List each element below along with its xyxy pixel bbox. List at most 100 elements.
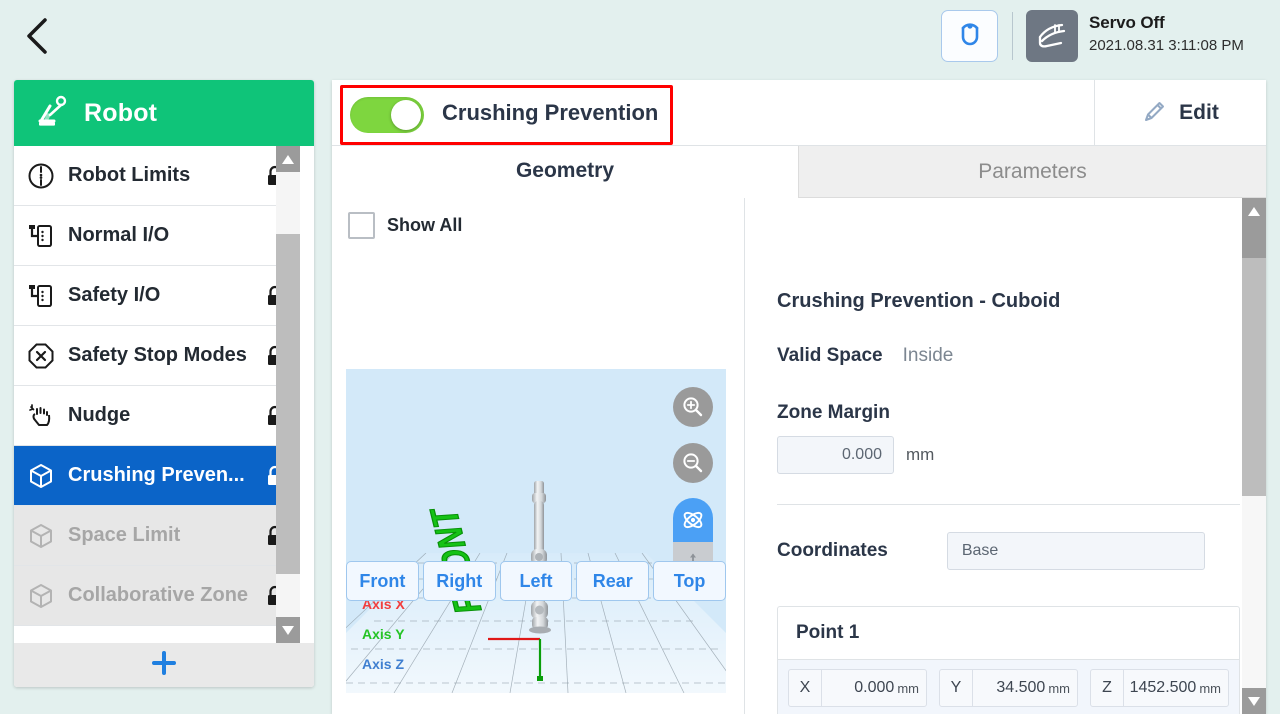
sidebar-item-label: Collaborative Zone <box>68 584 249 606</box>
coord-unit: mm <box>1048 680 1070 696</box>
zone-margin-row: 0.000 mm <box>777 436 1205 474</box>
details-content: Crushing Prevention - Cuboid Valid Space… <box>745 198 1240 714</box>
hand-servo-icon <box>1026 10 1078 62</box>
io-module-icon <box>14 282 68 310</box>
crushing-prevention-toggle[interactable] <box>350 97 424 133</box>
scroll-down-button[interactable] <box>1242 688 1266 714</box>
coordinates-select[interactable]: Base <box>946 532 1205 570</box>
top-header: Servo Off 2021.08.31 3:11:08 PM <box>0 0 1280 72</box>
robot-arm-icon <box>36 95 70 132</box>
view-button-top[interactable]: Top <box>653 561 726 601</box>
valid-space-value: Inside <box>902 345 954 366</box>
tabbar: Geometry Parameters <box>332 146 1266 198</box>
edit-label: Edit <box>1179 101 1219 124</box>
tab-geometry[interactable]: Geometry <box>332 146 798 198</box>
coord-unit: mm <box>897 680 919 696</box>
limits-circle-icon <box>14 162 68 190</box>
main-card: Crushing Prevention Edit Geometry Parame… <box>332 80 1266 714</box>
show-all-checkbox[interactable] <box>348 212 375 239</box>
add-item-button[interactable] <box>14 643 314 687</box>
coord-axis-label: X <box>789 670 822 706</box>
valid-space-row: Valid Space Inside <box>777 345 1205 367</box>
io-module-icon <box>14 222 68 250</box>
coord-field-z[interactable]: Z 1452.500 mm <box>1090 669 1229 707</box>
sidebar-list: Robot Limits Normal I/O <box>14 146 300 643</box>
scroll-down-button[interactable] <box>276 617 300 643</box>
sidebar-item-label: Robot Limits <box>68 164 191 186</box>
coordinates-label: Coordinates <box>777 540 888 561</box>
coord-unit: mm <box>1199 680 1221 696</box>
crushing-prevention-label: Crushing Prevention <box>442 100 659 125</box>
zoom-out-icon[interactable] <box>673 443 713 483</box>
scroll-up-button[interactable] <box>1242 198 1266 224</box>
axis-z-legend: Axis Z <box>362 656 405 672</box>
sidebar-item-collaborative-zone[interactable]: Collaborative Zone <box>14 566 300 626</box>
hand-nudge-icon <box>14 402 68 430</box>
axis-y-legend: Axis Y <box>362 626 405 642</box>
sidebar-item-nudge[interactable]: Nudge <box>14 386 300 446</box>
geometry-pane: Show All <box>332 198 744 714</box>
origin-axes <box>488 637 543 681</box>
view-button-front[interactable]: Front <box>346 561 419 601</box>
coord-field-y[interactable]: Y 34.500 mm <box>939 669 1078 707</box>
home-button[interactable] <box>941 10 998 62</box>
zone-margin-unit: mm <box>906 445 935 464</box>
chevron-left-icon <box>23 16 53 56</box>
sidebar-item-safety-io[interactable]: Safety I/O <box>14 266 300 326</box>
view-button-right[interactable]: Right <box>422 561 496 601</box>
sidebar-scrollbar[interactable] <box>276 146 300 643</box>
back-button[interactable] <box>10 8 66 64</box>
robot-3d-viewport[interactable]: FRONT Axis X Axis Y Axis Z <box>346 369 726 693</box>
sidebar-item-label: Normal I/O <box>68 224 170 246</box>
coord-field-x[interactable]: X 0.000 mm <box>788 669 927 707</box>
sidebar-item-safety-stop-modes[interactable]: Safety Stop Modes <box>14 326 300 386</box>
sidebar-item-label: Safety Stop Modes <box>68 344 247 366</box>
coord-axis-label: Y <box>940 670 973 706</box>
header-divider <box>1012 12 1013 60</box>
point-fields: X 0.000 mm Y 34.500 mm Z 1452.500 mm <box>778 660 1239 714</box>
details-scrollbar[interactable] <box>1242 198 1266 714</box>
coord-value: 1452.500 <box>1129 679 1197 696</box>
zone-margin-input[interactable]: 0.000 <box>777 436 894 474</box>
toggle-bar: Crushing Prevention Edit <box>332 80 1266 146</box>
scroll-up-button[interactable] <box>276 146 300 172</box>
sidebar-header: Robot <box>14 80 314 146</box>
cube-icon <box>14 462 68 490</box>
view-button-left[interactable]: Left <box>499 561 573 601</box>
toggle-knob <box>391 100 421 130</box>
sidebar-item-space-limit[interactable]: Space Limit <box>14 506 300 566</box>
show-all-label: Show All <box>387 215 463 235</box>
point-card: Point 1 X 0.000 mm Y 34.500 mm Z 1452.50 <box>777 606 1240 714</box>
scrollbar-thumb[interactable] <box>276 234 300 574</box>
sidebar: Robot Robot Limits <box>14 80 314 687</box>
sidebar-item-robot-limits[interactable]: Robot Limits <box>14 146 300 206</box>
sidebar-item-crushing-prevention[interactable]: Crushing Preven... <box>14 446 300 506</box>
cube-icon <box>14 582 68 610</box>
tab-parameters[interactable]: Parameters <box>798 146 1266 198</box>
details-divider <box>777 504 1240 505</box>
sidebar-item-label: Nudge <box>68 404 131 426</box>
point-title: Point 1 <box>778 607 1239 660</box>
coord-value: 34.500 <box>996 679 1046 696</box>
zone-margin-label: Zone Margin <box>777 402 890 423</box>
coord-value: 0.000 <box>854 679 895 696</box>
sidebar-item-label: Crushing Preven... <box>68 464 245 486</box>
toolbar-divider <box>1094 80 1095 146</box>
sidebar-title: Robot <box>84 98 158 127</box>
rotate-icon[interactable] <box>673 498 713 542</box>
details-title: Crushing Prevention - Cuboid <box>777 290 1061 312</box>
view-button-rear[interactable]: Rear <box>576 561 650 601</box>
zoom-in-icon[interactable] <box>673 387 713 427</box>
plus-icon <box>151 650 177 681</box>
sidebar-item-normal-io[interactable]: Normal I/O <box>14 206 300 266</box>
pane-divider <box>744 198 745 714</box>
home-robot-icon <box>955 19 985 54</box>
show-all-checkbox-row[interactable]: Show All <box>348 212 462 239</box>
scrollbar-thumb[interactable] <box>1242 198 1266 496</box>
valid-space-label: Valid Space <box>777 345 883 366</box>
coordinates-row: Coordinates Base <box>777 532 1205 570</box>
edit-button[interactable]: Edit <box>1095 80 1266 146</box>
details-pane: Crushing Prevention - Cuboid Valid Space… <box>745 198 1266 714</box>
cube-icon <box>14 522 68 550</box>
status-title: Servo Off <box>1089 13 1165 32</box>
